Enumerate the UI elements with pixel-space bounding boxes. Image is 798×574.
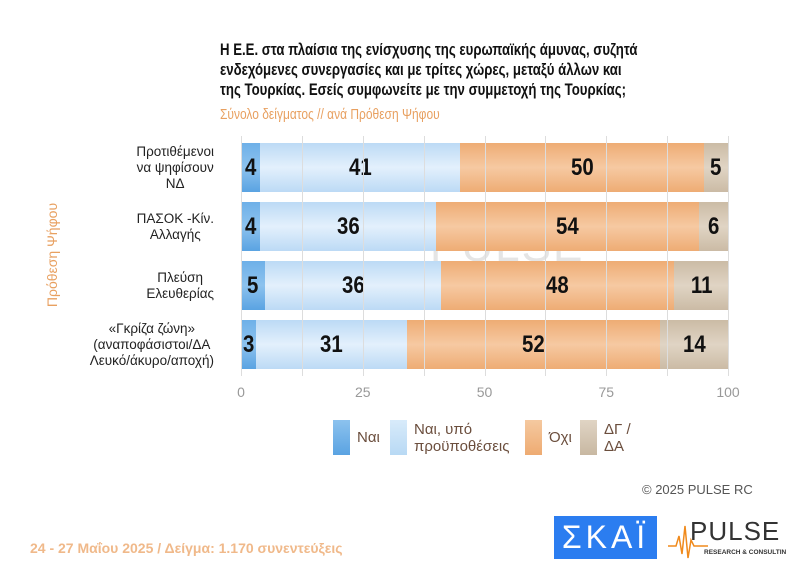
data-label: 54: [555, 212, 579, 240]
category-label: ΠΑΣΟΚ -Κίν. Αλλαγής: [137, 211, 214, 243]
gridline: [545, 136, 547, 376]
data-label: 4: [245, 212, 257, 240]
data-label: 36: [341, 271, 365, 299]
bar-segment-3: 11: [674, 261, 728, 310]
category-label-line: (αναποφάσιστοι/ΔΑ: [93, 337, 211, 352]
gridline: [423, 136, 425, 376]
data-label: 36: [336, 212, 360, 240]
category-label-line: Ελευθερίας: [146, 286, 214, 301]
legend-label: Ναι: [357, 429, 380, 446]
legend-item-dk-na: ΔΓ / ΔΑ: [580, 420, 631, 455]
legend-label: Όχι: [549, 429, 572, 446]
data-label: 41: [348, 153, 372, 181]
category-label-line: Αλλαγής: [149, 227, 201, 242]
svg-text:RESEARCH & CONSULTING: RESEARCH & CONSULTING: [704, 549, 786, 556]
chart-title: Η Ε.Ε. στα πλαίσια της ενίσχυσης της ευρ…: [220, 40, 742, 100]
x-tick-label: 75: [598, 384, 615, 400]
bar-segment-1: 41: [260, 143, 461, 192]
title-line: ενδεχόμενες συνεργασίες και με τρίτες χώ…: [220, 61, 622, 79]
gridline: [728, 136, 729, 376]
category-label-line: να ψηφίσουν: [136, 160, 214, 175]
bar-segment-0: 4: [241, 202, 261, 251]
gridline: [606, 136, 608, 376]
bar-segment-2: 54: [435, 202, 699, 251]
data-label: 50: [570, 153, 594, 181]
data-label: 11: [690, 271, 712, 299]
category-label-line: Προτιθέμενοι: [136, 144, 214, 159]
legend-label: Ναι, υπό: [414, 420, 473, 438]
data-label: 5: [710, 153, 722, 181]
data-label: 6: [707, 212, 720, 240]
x-tick-label: 0: [237, 384, 245, 400]
skai-logo: ΣΚΑΪ: [554, 516, 657, 559]
bar-segment-3: 14: [659, 320, 728, 369]
svg-text:PULSE: PULSE: [690, 516, 780, 546]
bar-segment-3: 5: [703, 143, 728, 192]
gridline: [301, 136, 303, 376]
data-label: 48: [546, 271, 569, 299]
x-tick-label: 25: [354, 384, 371, 400]
bar-segment-0: 5: [241, 261, 266, 310]
data-label: 3: [242, 330, 254, 358]
category-label: Πλεύση Ελευθερίας: [146, 270, 214, 302]
category-label-line: «Γκρίζα ζώνη»: [108, 321, 196, 336]
bar-segment-1: 36: [265, 261, 441, 310]
x-tick-label: 100: [716, 384, 740, 400]
data-label: 4: [245, 153, 257, 181]
category-label-line: Λευκό/άκυρο/αποχή): [89, 353, 214, 368]
title-line: της Τουρκίας. Εσείς συμφωνείτε με την συ…: [220, 81, 627, 99]
gridline: [484, 136, 486, 376]
y-axis-label: Πρόθεση Ψήφου: [44, 202, 60, 308]
bar-segment-2: 52: [406, 320, 660, 369]
legend-item-ochi: Όχι: [525, 420, 572, 455]
bar-segment-1: 36: [260, 202, 436, 251]
pulse-logo: PULSE RESEARCH & CONSULTING: [668, 516, 786, 559]
gridline: [362, 136, 364, 376]
legend-item-nai-conditional: Ναι, υπό προϋποθέσεις: [390, 420, 509, 455]
subtitle-text: Σύνολο δείγματος // ανά Πρόθεση Ψήφου: [220, 106, 440, 123]
legend-label: προϋποθέσεις: [414, 437, 510, 455]
footer-fieldwork: 24 - 27 Μαΐου 2025 / Δείγμα: 1.170 συνεν…: [30, 540, 343, 556]
chart-subtitle: Σύνολο δείγματος // ανά Πρόθεση Ψήφου: [220, 106, 495, 123]
category-label-line: ΝΔ: [165, 176, 185, 191]
bar-segment-3: 6: [698, 202, 728, 251]
data-label: 14: [682, 330, 706, 358]
legend-swatch: [333, 420, 350, 455]
legend-label: ΔΑ: [604, 437, 625, 455]
legend-label: ΔΓ /: [604, 420, 631, 438]
bar-segment-0: 3: [241, 320, 256, 369]
legend-swatch: [390, 420, 407, 455]
legend-item-nai: Ναι: [333, 420, 380, 455]
category-label: Προτιθέμενοι να ψηφίσουν ΝΔ: [136, 144, 214, 192]
gridline: [241, 136, 242, 376]
bar-segment-0: 4: [241, 143, 261, 192]
data-label: 5: [247, 271, 259, 299]
data-label: 31: [319, 330, 343, 358]
title-line: Η Ε.Ε. στα πλαίσια της ενίσχυσης της ευρ…: [220, 41, 638, 59]
gridline: [667, 136, 669, 376]
bar-segment-2: 48: [440, 261, 675, 310]
legend-swatch: [580, 420, 597, 455]
category-label-line: Πλεύση: [157, 270, 204, 285]
copyright: © 2025 PULSE RC: [642, 482, 753, 497]
bar-segment-1: 31: [255, 320, 407, 369]
bar-segment-2: 50: [460, 143, 704, 192]
legend-swatch: [525, 420, 542, 455]
data-label: 52: [521, 330, 545, 358]
category-label-line: ΠΑΣΟΚ -Κίν.: [136, 211, 214, 226]
category-label: «Γκρίζα ζώνη» (αναποφάσιστοι/ΔΑ Λευκό/άκυρ…: [90, 321, 214, 369]
x-tick-label: 50: [476, 384, 493, 400]
